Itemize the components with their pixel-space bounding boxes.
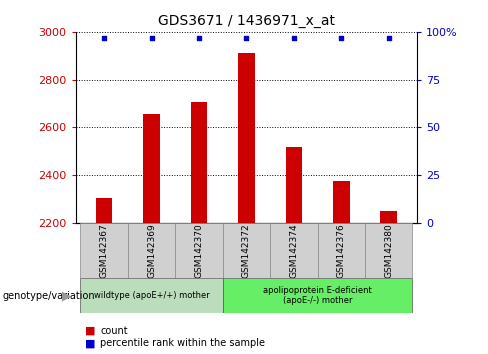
Text: percentile rank within the sample: percentile rank within the sample	[100, 338, 265, 348]
Point	[100, 35, 108, 40]
Text: GSM142372: GSM142372	[242, 223, 251, 278]
Bar	[381, 211, 397, 223]
Point	[195, 35, 203, 40]
Bar	[175, 223, 223, 278]
Text: genotype/variation: genotype/variation	[2, 291, 95, 301]
Text: GSM142376: GSM142376	[337, 223, 346, 278]
Bar	[81, 278, 223, 313]
Point	[243, 35, 250, 40]
Point	[385, 35, 393, 40]
Bar	[223, 223, 270, 278]
Text: ■: ■	[85, 326, 96, 336]
Bar	[143, 114, 160, 223]
Bar	[270, 223, 318, 278]
Title: GDS3671 / 1436971_x_at: GDS3671 / 1436971_x_at	[158, 14, 335, 28]
Text: apolipoprotein E-deficient
(apoE-/-) mother: apolipoprotein E-deficient (apoE-/-) mot…	[263, 286, 372, 305]
Bar	[81, 223, 128, 278]
Text: GSM142374: GSM142374	[289, 223, 298, 278]
Point	[290, 35, 298, 40]
Text: ■: ■	[85, 338, 96, 348]
Bar	[191, 102, 207, 223]
Bar	[223, 278, 412, 313]
Text: GSM142370: GSM142370	[195, 223, 203, 278]
Bar	[285, 147, 302, 223]
Point	[337, 35, 345, 40]
Text: GSM142369: GSM142369	[147, 223, 156, 278]
Point	[148, 35, 156, 40]
Bar	[333, 181, 349, 223]
Bar	[365, 223, 412, 278]
Bar	[238, 53, 255, 223]
Text: GSM142380: GSM142380	[384, 223, 393, 278]
Text: GSM142367: GSM142367	[100, 223, 109, 278]
Bar	[318, 223, 365, 278]
Bar	[128, 223, 175, 278]
Text: count: count	[100, 326, 128, 336]
Bar	[96, 198, 112, 223]
Text: wildtype (apoE+/+) mother: wildtype (apoE+/+) mother	[94, 291, 209, 300]
Text: ▶: ▶	[62, 289, 72, 302]
